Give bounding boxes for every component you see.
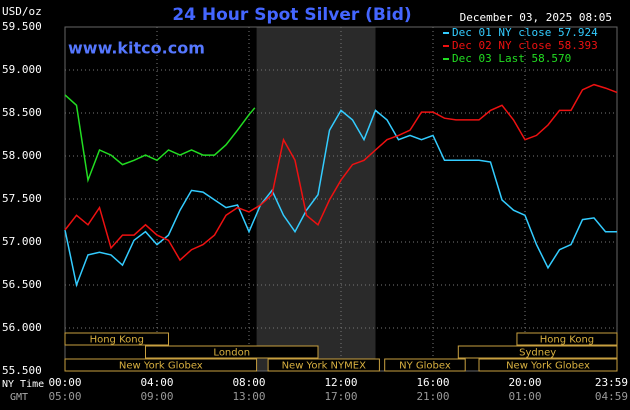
session-label: Hong Kong xyxy=(540,335,594,346)
x-tick-label: 00:00 xyxy=(48,376,81,389)
x2-tick-label: 01:00 xyxy=(508,390,541,403)
series-line xyxy=(64,109,617,288)
x-row-label: NY Time xyxy=(2,379,44,390)
series-line xyxy=(64,83,618,262)
session-box xyxy=(64,332,169,346)
session-box xyxy=(384,358,466,372)
x-tick-label: 23:59 xyxy=(595,376,628,389)
source-label: www.kitco.com xyxy=(68,39,205,58)
session-box xyxy=(516,332,618,346)
session-label: New York Globex xyxy=(119,361,203,372)
x2-tick-label: 05:00 xyxy=(48,390,81,403)
session-label: New York Globex xyxy=(506,361,590,372)
session-box xyxy=(64,358,258,372)
session-label: New York NYMEX xyxy=(282,361,367,372)
y-tick-label: 56.000 xyxy=(2,321,42,334)
series-line xyxy=(64,94,256,184)
x-tick-label: 04:00 xyxy=(140,376,173,389)
y-tick-label: 59.500 xyxy=(2,20,42,33)
session-label: NY Globex xyxy=(399,361,451,372)
session-label: Hong Kong xyxy=(90,335,144,346)
session-box xyxy=(478,358,618,372)
legend-label: Dec 02 NY close 58.393 xyxy=(452,39,598,52)
x-tick-label: 12:00 xyxy=(324,376,357,389)
y-tick-label: 55.500 xyxy=(2,364,42,377)
x2-row-label: GMT xyxy=(10,392,28,403)
x-tick-label: 20:00 xyxy=(508,376,541,389)
session-box xyxy=(267,358,380,372)
y-tick-label: 58.500 xyxy=(2,106,42,119)
y-tick-label: 58.000 xyxy=(2,149,42,162)
unit-label: USD/oz xyxy=(2,5,42,18)
y-tick-label: 56.500 xyxy=(2,278,42,291)
session-label: Sydney xyxy=(519,348,556,359)
x2-tick-label: 09:00 xyxy=(140,390,173,403)
x-tick-label: 08:00 xyxy=(232,376,265,389)
x2-tick-label: 04:59 xyxy=(595,390,628,403)
x2-tick-label: 17:00 xyxy=(324,390,357,403)
chart-title: 24 Hour Spot Silver (Bid) xyxy=(172,5,411,25)
y-tick-label: 59.000 xyxy=(2,63,42,76)
legend-label: Dec 01 NY close 57.924 xyxy=(452,26,598,39)
x-tick-label: 16:00 xyxy=(416,376,449,389)
x2-tick-label: 13:00 xyxy=(232,390,265,403)
timestamp: December 03, 2025 08:05 xyxy=(460,11,612,24)
session-box xyxy=(145,345,319,359)
session-box xyxy=(457,345,618,359)
legend-label: Dec 03 Last 58.570 xyxy=(452,52,571,65)
y-tick-label: 57.500 xyxy=(2,192,42,205)
y-tick-label: 57.000 xyxy=(2,235,42,248)
session-label: London xyxy=(213,348,250,359)
under-layer xyxy=(64,26,618,372)
x2-tick-label: 21:00 xyxy=(416,390,449,403)
